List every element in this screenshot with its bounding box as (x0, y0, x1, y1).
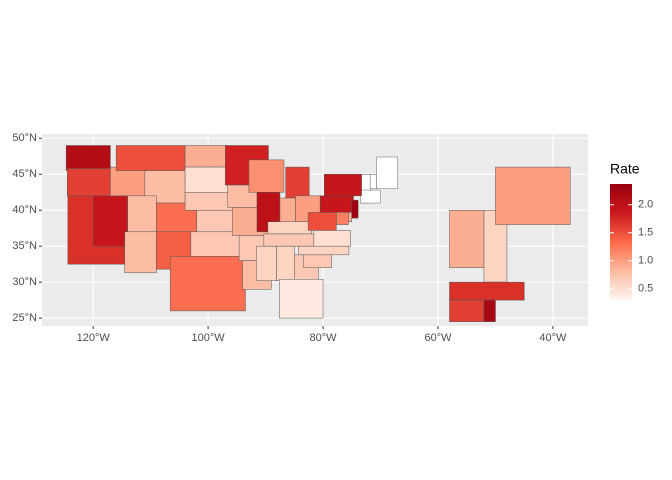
region (307, 212, 337, 231)
region (92, 195, 128, 247)
region (449, 209, 485, 269)
x-tick-label: 100°W (192, 332, 226, 344)
y-tick-label: 45°N (12, 168, 37, 180)
colorbar-label: 2.0 (638, 199, 653, 211)
region (65, 145, 111, 171)
region (449, 281, 525, 301)
region (190, 231, 241, 257)
region (124, 231, 157, 274)
x-tick-label: 120°W (77, 332, 111, 344)
y-tick-label: 40°N (12, 204, 37, 216)
region (279, 279, 324, 319)
region (351, 199, 359, 219)
region (263, 233, 315, 247)
y-tick-label: 30°N (12, 276, 37, 288)
legend-title: Rate (610, 161, 640, 177)
region (115, 145, 186, 171)
unfilled-region (360, 189, 381, 204)
x-tick-label: 60°W (424, 332, 452, 344)
region (319, 195, 354, 213)
y-tick-label: 50°N (12, 132, 37, 144)
region (298, 245, 350, 256)
region (110, 166, 146, 197)
region (449, 299, 485, 322)
region (256, 245, 277, 281)
legend: 0.5 1.0 1.5 2.0 (610, 184, 653, 300)
region (67, 168, 114, 197)
region (267, 221, 312, 235)
regions (65, 145, 571, 322)
unfilled-region (369, 174, 377, 189)
y-tick-label: 35°N (12, 240, 37, 252)
region (303, 254, 332, 269)
region (348, 212, 353, 222)
region (184, 166, 229, 193)
region (184, 145, 228, 168)
colorbar-label: 1.5 (638, 227, 653, 239)
colorbar-label: 1.0 (638, 255, 653, 267)
region (169, 255, 246, 312)
region (313, 230, 351, 247)
region (248, 159, 285, 193)
region (127, 195, 157, 233)
region (285, 166, 310, 199)
axes: 120°W 100°W 80°W 60°W 40°W 25°N 30°N 35°N 40°N 45… (12, 132, 567, 344)
x-tick-label: 40°W (539, 332, 567, 344)
y-tick-label: 25°N (12, 312, 37, 324)
colorbar (610, 184, 632, 300)
region (276, 245, 295, 281)
colorbar-label: 0.5 (638, 283, 653, 295)
region (323, 174, 362, 197)
x-tick-label: 80°W (310, 332, 338, 344)
unfilled-region (376, 156, 399, 189)
region (483, 299, 496, 322)
region (336, 212, 349, 225)
region (495, 166, 571, 225)
